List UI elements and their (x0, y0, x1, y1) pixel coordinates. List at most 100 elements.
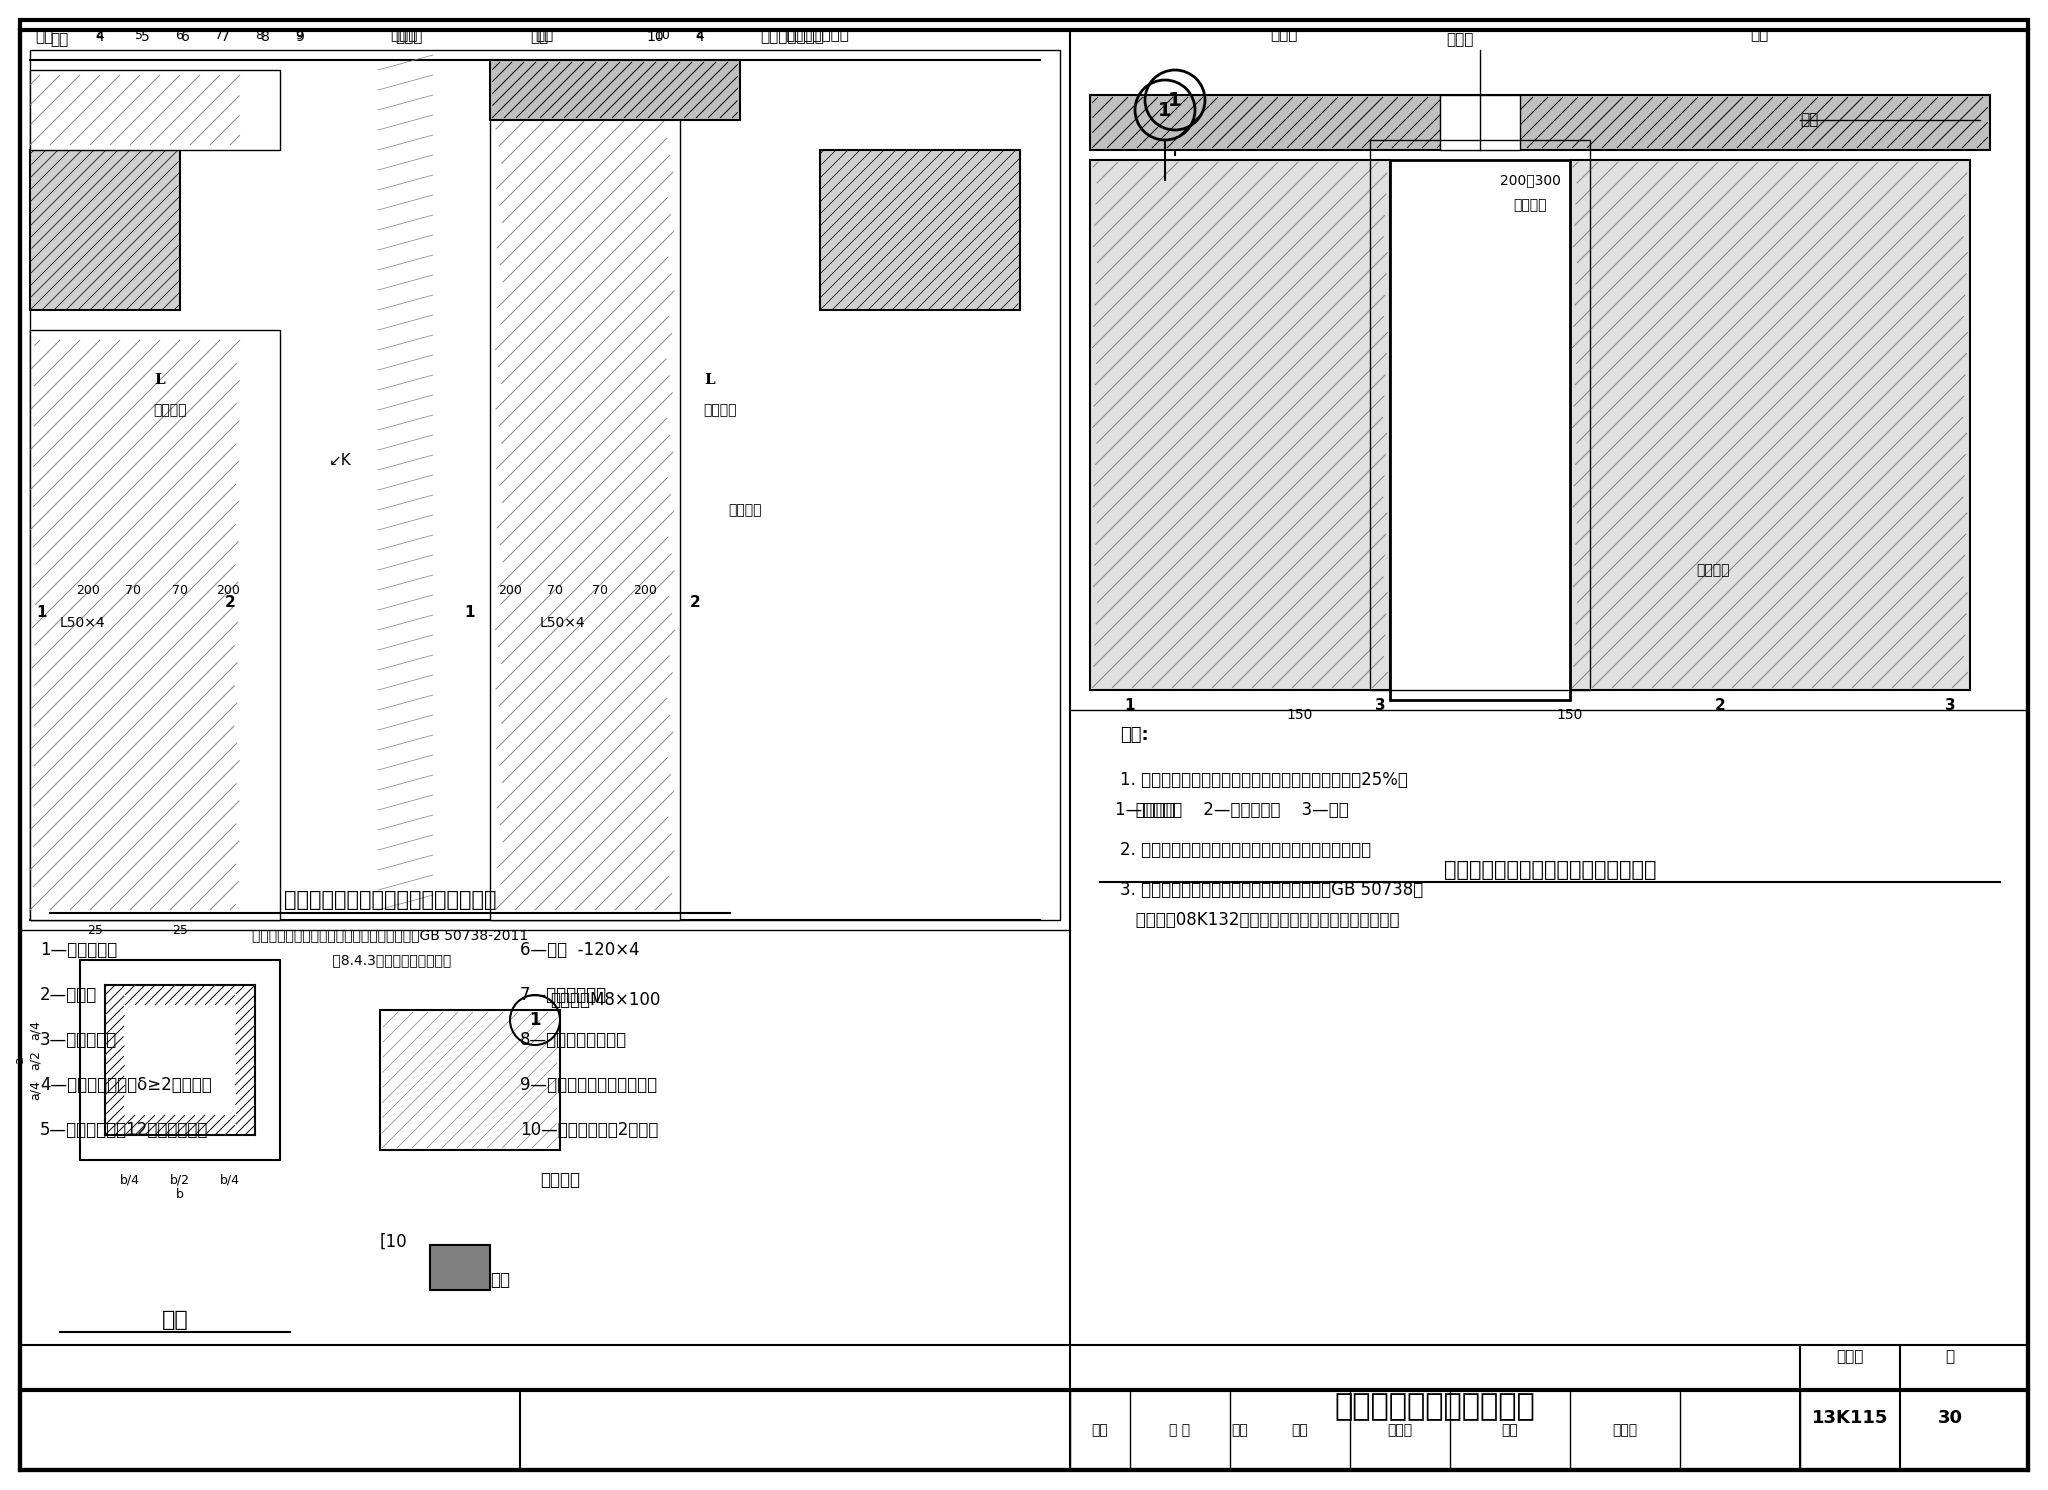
Text: 装配长度: 装配长度 (154, 402, 186, 417)
Text: ↙K: ↙K (328, 453, 352, 468)
Text: 1: 1 (1167, 91, 1182, 109)
Text: 黄 辉: 黄 辉 (1169, 1423, 1190, 1436)
Text: 13K115: 13K115 (1812, 1410, 1888, 1427)
Text: 楼板（或屋面）: 楼板（或屋面） (760, 30, 823, 45)
Text: 1: 1 (37, 605, 47, 620)
Text: 吊杆: 吊杆 (489, 1271, 510, 1289)
Bar (31, 70, 281, 150)
Text: 风管: 风管 (35, 30, 53, 45)
Text: 70: 70 (592, 584, 608, 596)
Text: 胀锚螺栓M8×100: 胀锚螺栓M8×100 (551, 991, 659, 1009)
Text: 4: 4 (94, 28, 102, 42)
Text: 装配长度: 装配长度 (1513, 198, 1546, 212)
Text: 150: 150 (1286, 708, 1313, 723)
Text: （本图参考规范《通风与空调工程施工规范》GB 50738-2011: （本图参考规范《通风与空调工程施工规范》GB 50738-2011 (252, 928, 528, 942)
Text: 4—穿墙通风管道（δ≥2厚钢板）: 4—穿墙通风管道（δ≥2厚钢板） (41, 1076, 211, 1094)
Bar (1090, 159, 1391, 690)
Text: 7—防火胶泥封堵: 7—防火胶泥封堵 (520, 986, 606, 1004)
Text: 6—挡圈  -120×4: 6—挡圈 -120×4 (520, 942, 639, 960)
Text: a/4: a/4 (29, 1021, 41, 1040)
Text: 1: 1 (1124, 697, 1135, 712)
Text: 200～300: 200～300 (1499, 173, 1561, 188)
Text: a: a (14, 1056, 27, 1064)
Text: 设计确定: 设计确定 (729, 504, 762, 517)
Text: 70: 70 (125, 584, 141, 596)
Text: 第8.4.3条编制，仅供参考）: 第8.4.3条编制，仅供参考） (328, 954, 453, 967)
Text: 3: 3 (1374, 697, 1384, 712)
Text: 2—防火阀: 2—防火阀 (41, 986, 96, 1004)
Text: 3. 风管吊架参考《通风与空调工程施工规范》GB 50738或: 3. 风管吊架参考《通风与空调工程施工规范》GB 50738或 (1120, 881, 1423, 898)
Text: 1. 软连接的产品长度，宜按照富裕长度为装配长度的25%计: 1. 软连接的产品长度，宜按照富裕长度为装配长度的25%计 (1120, 770, 1407, 790)
Text: 风管空间穿过变形缝软连接安装示意图: 风管空间穿过变形缝软连接安装示意图 (1444, 860, 1657, 881)
Text: 2: 2 (225, 595, 236, 609)
Text: 7: 7 (215, 28, 223, 42)
Text: 7: 7 (221, 30, 229, 45)
Text: 楼板: 楼板 (1749, 27, 1767, 43)
Text: 算选定。: 算选定。 (1120, 802, 1176, 820)
Text: 8—无机防火堵料填充: 8—无机防火堵料填充 (520, 1031, 627, 1049)
Text: 70: 70 (172, 584, 188, 596)
Text: 3: 3 (1946, 697, 1956, 712)
Text: 变形缝: 变形缝 (1270, 27, 1296, 43)
Text: 1: 1 (465, 605, 475, 620)
Text: L: L (156, 372, 166, 387)
Text: 6: 6 (180, 30, 188, 45)
Text: 风管横穿变形缝墙体软连接安装示意图: 风管横穿变形缝墙体软连接安装示意图 (285, 890, 496, 910)
Text: 说明:: 说明: (1120, 726, 1149, 744)
Text: 3—防火阀吊杆: 3—防火阀吊杆 (41, 1031, 117, 1049)
Bar (430, 1246, 489, 1290)
Text: b: b (176, 1189, 184, 1201)
Text: 楼板: 楼板 (1800, 113, 1819, 128)
Text: 金德海: 金德海 (1612, 1423, 1638, 1436)
Text: L50×4: L50×4 (541, 615, 586, 630)
Bar (31, 329, 281, 919)
Text: L: L (705, 372, 715, 387)
Text: 4: 4 (696, 30, 705, 45)
Text: 弹簧垫圈: 弹簧垫圈 (541, 1171, 580, 1189)
Text: 200: 200 (215, 584, 240, 596)
Text: 2. 风管空间穿过变形缝，宜使软连接跨越变形缝安装。: 2. 风管空间穿过变形缝，宜使软连接跨越变形缝安装。 (1120, 840, 1370, 860)
Bar (80, 960, 281, 1161)
Text: b/2: b/2 (170, 1174, 190, 1186)
Text: 5—防火包覆（厚12火克板包覆）: 5—防火包覆（厚12火克板包覆） (41, 1120, 209, 1138)
Text: 1: 1 (1159, 100, 1171, 119)
Text: [10: [10 (381, 1234, 408, 1252)
Text: 设计: 设计 (1501, 1423, 1518, 1436)
Text: 2: 2 (690, 595, 700, 609)
Text: 变形缝: 变形缝 (395, 30, 422, 45)
Text: a/4: a/4 (29, 1080, 41, 1100)
Text: 风管: 风管 (49, 33, 68, 48)
Bar (1090, 95, 1991, 150)
Text: 墙体: 墙体 (530, 30, 549, 45)
Text: 图集号: 图集号 (1837, 1350, 1864, 1365)
Text: 70: 70 (547, 584, 563, 596)
Text: 4: 4 (96, 30, 104, 45)
Bar (31, 150, 180, 310)
Bar (489, 60, 739, 121)
Text: b/4: b/4 (219, 1174, 240, 1186)
Text: 1: 1 (528, 1012, 541, 1030)
Text: 变形缝: 变形缝 (389, 27, 418, 43)
Text: 国标图集08K132《金属、非金属风管支吊架》制作。: 国标图集08K132《金属、非金属风管支吊架》制作。 (1120, 910, 1399, 928)
Text: 200: 200 (498, 584, 522, 596)
Text: 5: 5 (141, 30, 150, 45)
Text: 6: 6 (174, 28, 182, 42)
Text: 10: 10 (647, 30, 664, 45)
Text: 审核: 审核 (1092, 1423, 1108, 1436)
Text: a/2: a/2 (29, 1050, 41, 1070)
Text: 30: 30 (1937, 1410, 1962, 1427)
Text: L50×4: L50×4 (59, 615, 106, 630)
Text: b/4: b/4 (121, 1174, 139, 1186)
Text: 9—玻璃纤维绳或陶瓷纤维绳: 9—玻璃纤维绳或陶瓷纤维绳 (520, 1076, 657, 1094)
Bar (1440, 95, 1520, 150)
Text: 责任: 责任 (1231, 1423, 1249, 1436)
Text: 页: 页 (1946, 1350, 1954, 1365)
Text: 校对: 校对 (1292, 1423, 1309, 1436)
Bar (31, 51, 1061, 919)
Text: 墙体: 墙体 (535, 27, 553, 43)
Text: 8: 8 (260, 30, 270, 45)
Text: 1—风管软连接: 1—风管软连接 (41, 942, 117, 960)
Text: 9: 9 (295, 30, 305, 45)
Text: 风管穿变形缝软连接安装: 风管穿变形缝软连接安装 (1335, 1393, 1536, 1421)
Bar (489, 60, 680, 919)
